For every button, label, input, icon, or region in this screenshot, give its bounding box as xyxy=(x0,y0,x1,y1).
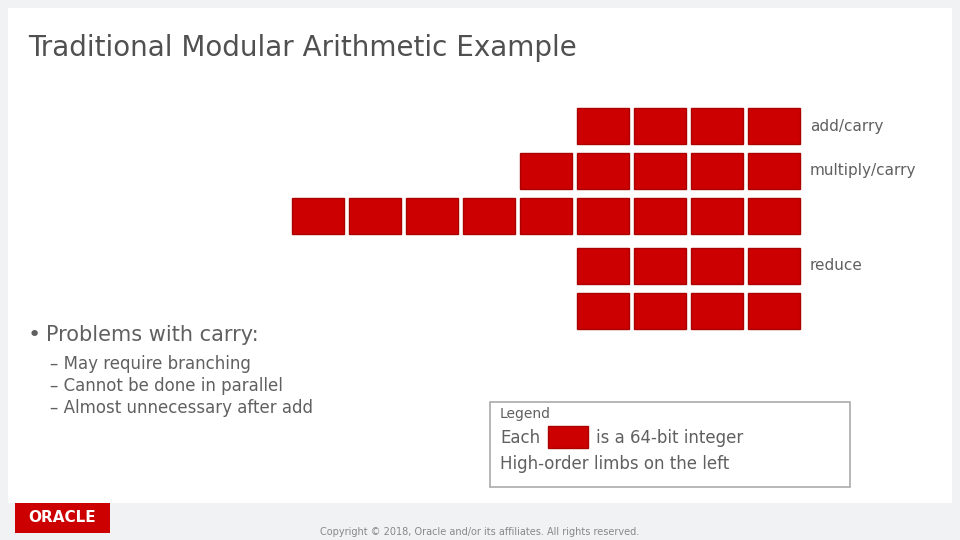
Bar xyxy=(577,153,629,189)
Bar xyxy=(634,198,686,234)
Bar xyxy=(748,293,800,329)
Bar xyxy=(548,426,588,448)
Text: reduce: reduce xyxy=(810,259,863,273)
Text: •: • xyxy=(28,325,41,345)
Bar xyxy=(691,153,743,189)
Bar xyxy=(463,198,515,234)
Text: Each: Each xyxy=(500,429,540,447)
Bar xyxy=(406,198,458,234)
Bar xyxy=(349,198,401,234)
Text: Traditional Modular Arithmetic Example: Traditional Modular Arithmetic Example xyxy=(28,34,577,62)
Text: Copyright © 2018, Oracle and/or its affiliates. All rights reserved.: Copyright © 2018, Oracle and/or its affi… xyxy=(321,527,639,537)
Bar xyxy=(15,503,110,533)
Bar xyxy=(691,293,743,329)
FancyBboxPatch shape xyxy=(8,8,952,503)
Bar xyxy=(691,108,743,144)
Bar xyxy=(577,293,629,329)
Text: ORACLE: ORACLE xyxy=(29,510,96,525)
Bar xyxy=(490,402,850,487)
Text: is a 64-bit integer: is a 64-bit integer xyxy=(596,429,743,447)
Bar xyxy=(577,248,629,284)
Bar xyxy=(634,293,686,329)
Text: Legend: Legend xyxy=(500,407,551,421)
Text: – May require branching: – May require branching xyxy=(50,355,251,373)
Bar xyxy=(520,153,572,189)
Bar xyxy=(634,108,686,144)
Bar xyxy=(691,198,743,234)
Bar xyxy=(691,248,743,284)
Text: High-order limbs on the left: High-order limbs on the left xyxy=(500,455,730,473)
Bar xyxy=(634,153,686,189)
Text: Problems with carry:: Problems with carry: xyxy=(46,325,258,345)
Bar xyxy=(634,248,686,284)
Bar xyxy=(748,108,800,144)
Text: – Almost unnecessary after add: – Almost unnecessary after add xyxy=(50,399,313,417)
Text: – Cannot be done in parallel: – Cannot be done in parallel xyxy=(50,377,283,395)
Text: add/carry: add/carry xyxy=(810,118,883,133)
Bar xyxy=(748,198,800,234)
Bar xyxy=(0,505,960,540)
Bar xyxy=(577,198,629,234)
Bar xyxy=(748,153,800,189)
Text: multiply/carry: multiply/carry xyxy=(810,164,917,179)
Bar xyxy=(520,198,572,234)
Bar xyxy=(577,108,629,144)
Bar xyxy=(748,248,800,284)
Bar xyxy=(292,198,344,234)
